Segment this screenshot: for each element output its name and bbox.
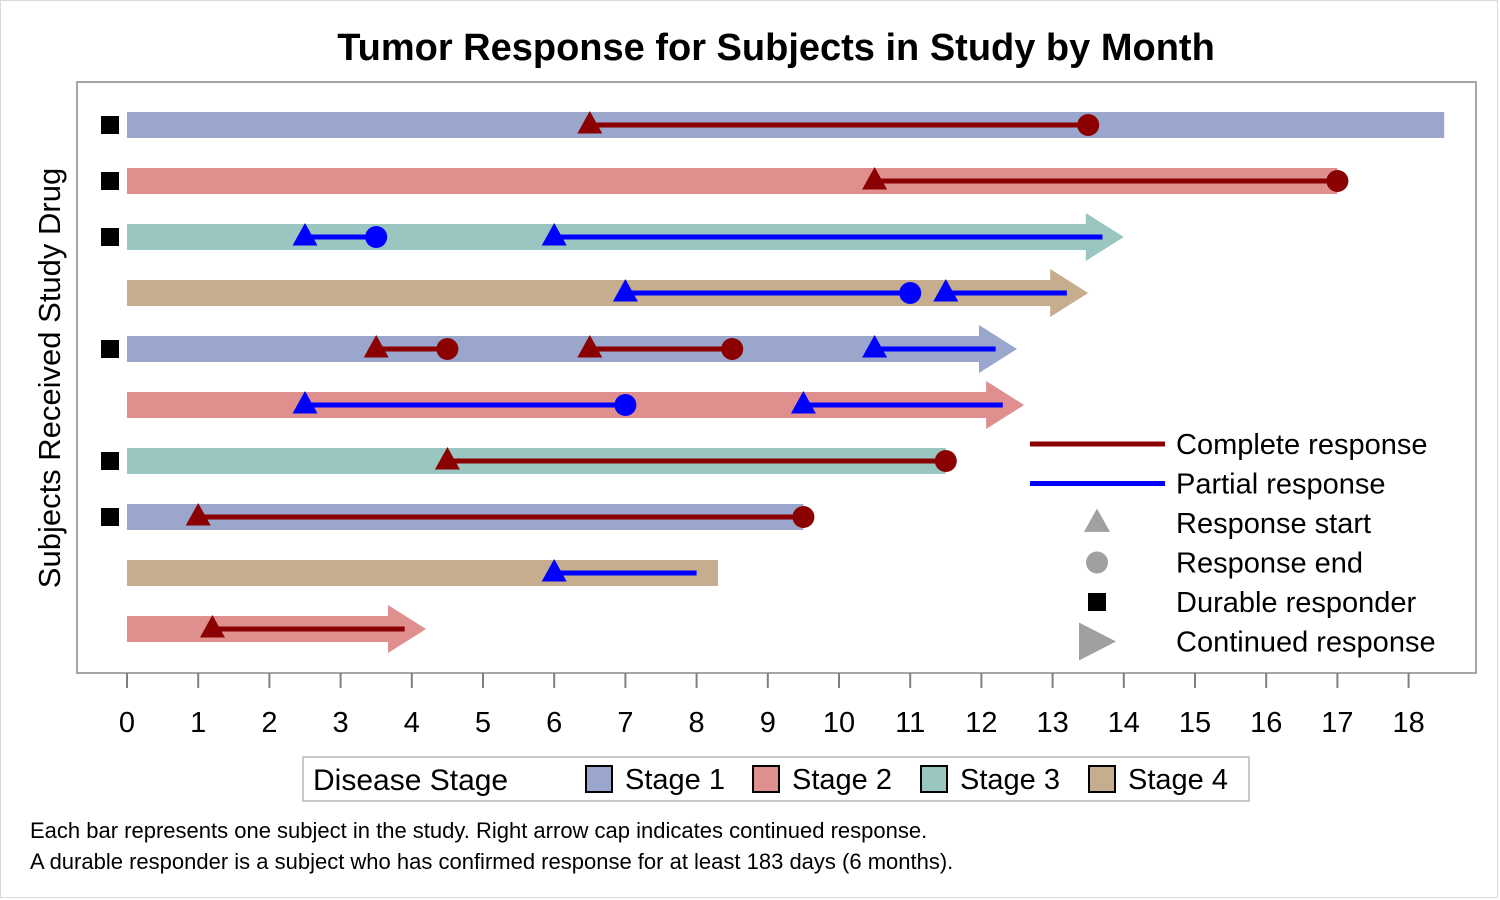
legend-label-arrow: Continued response	[1176, 627, 1436, 659]
x-tick-label: 0	[119, 707, 135, 739]
x-tick-label: 16	[1250, 707, 1282, 739]
response-end-marker	[899, 282, 922, 304]
response-start-marker	[363, 335, 389, 358]
response-end-marker	[365, 226, 388, 248]
response-start-marker	[612, 279, 638, 302]
response-start-marker	[541, 559, 567, 582]
response-lines	[198, 122, 1338, 632]
x-tick-label: 5	[475, 707, 491, 739]
response-start-marker	[199, 615, 225, 638]
legend-end-circle	[1086, 551, 1108, 574]
legend-label-partial: Partial response	[1176, 469, 1386, 501]
response-start-marker	[790, 391, 816, 414]
durable-responder-marker	[101, 116, 119, 134]
stage-1-swatch	[585, 765, 613, 793]
durable-responder-marker	[101, 340, 119, 358]
durable-responder-marker	[101, 172, 119, 190]
x-tick-label: 11	[895, 707, 925, 739]
stage-1-label: Stage 1	[625, 764, 725, 796]
response-start-marker	[862, 167, 888, 190]
x-tick-label: 17	[1321, 707, 1353, 739]
durable-responder-marker	[101, 228, 119, 246]
response-end-marker	[934, 450, 957, 472]
footnote-1: Each bar represents one subject in the s…	[30, 818, 928, 843]
y-axis-label: Subjects Received Study Drug	[32, 168, 67, 588]
response-start-marker	[577, 335, 603, 358]
x-tick-label: 3	[333, 707, 349, 739]
x-tick-label: 13	[1036, 707, 1068, 739]
x-tick-label: 7	[617, 707, 633, 739]
response-start-marker	[434, 447, 460, 470]
stage-4-swatch	[1088, 765, 1116, 793]
response-start-marker	[292, 391, 318, 414]
response-end-marker	[792, 506, 815, 528]
x-axis: 0 1 2 3 4 5 6 7 8 9 10 11 12 13 14 15 16 17 18	[77, 672, 1476, 739]
stage-4-label: Stage 4	[1128, 764, 1228, 796]
x-tick-label: 8	[689, 707, 705, 739]
legend-durable-square	[1088, 593, 1106, 611]
stage-legend-title: Disease Stage	[313, 764, 508, 797]
response-end-marker	[721, 338, 744, 360]
stage-2-swatch	[752, 765, 780, 793]
x-tick-label: 10	[823, 707, 855, 739]
stage-3-label: Stage 3	[960, 764, 1060, 796]
x-tick-label: 6	[546, 707, 562, 739]
stage-2-label: Stage 2	[792, 764, 892, 796]
chart-title: Tumor Response for Subjects in Study by …	[337, 27, 1215, 69]
footnote-2: A durable responder is a subject who has…	[30, 849, 954, 874]
response-start-marker	[577, 111, 603, 134]
durable-responder-marker	[101, 452, 119, 470]
legend-label-end: Response end	[1176, 548, 1363, 580]
response-end-marker	[1077, 114, 1100, 136]
durable-responder-marker	[101, 508, 119, 526]
x-tick-label: 12	[965, 707, 997, 739]
response-end-marker	[614, 394, 637, 416]
legend-label-start: Response start	[1176, 508, 1371, 540]
x-tick-label: 18	[1392, 707, 1424, 739]
response-start-marker	[933, 279, 959, 302]
legend-label-durable: Durable responder	[1176, 587, 1417, 619]
response-start-marker	[292, 223, 318, 246]
legend-start-triangle	[1084, 508, 1110, 532]
subject-bar-4	[127, 269, 1089, 317]
x-tick-label: 4	[404, 707, 420, 739]
response-end-marker	[436, 338, 459, 360]
response-start-marker	[541, 223, 567, 246]
response-end-marker	[1326, 170, 1349, 192]
stage-3-swatch	[920, 765, 948, 793]
x-tick-label: 2	[261, 707, 277, 739]
disease-stage-legend: Disease Stage Stage 1 Stage 2 Stage 3 Stage …	[302, 756, 1250, 802]
x-tick-label: 14	[1108, 707, 1140, 739]
response-start-marker	[185, 503, 211, 526]
legend-label-complete: Complete response	[1176, 429, 1427, 461]
response-legend: Complete response Partial response Respons…	[1030, 429, 1436, 661]
x-tick-label: 15	[1179, 707, 1211, 739]
x-tick-label: 1	[190, 707, 206, 739]
response-markers	[101, 111, 1349, 638]
subject-bar-5	[127, 325, 1017, 373]
x-tick-label: 9	[760, 707, 776, 739]
response-start-marker	[862, 335, 888, 358]
legend-arrow-icon	[1079, 622, 1116, 661]
